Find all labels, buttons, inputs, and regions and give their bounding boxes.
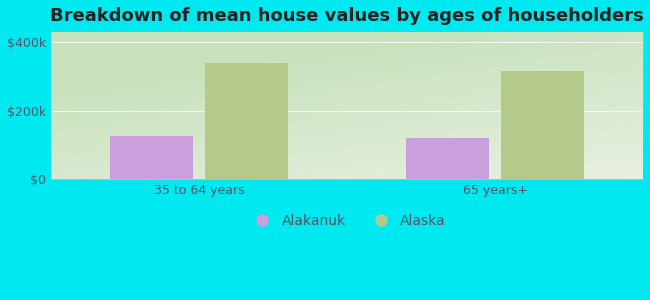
Bar bbox=[406, 138, 489, 179]
Bar bbox=[501, 71, 584, 179]
Legend: Alakanuk, Alaska: Alakanuk, Alaska bbox=[243, 208, 451, 234]
Bar bbox=[205, 63, 288, 179]
Bar bbox=[110, 136, 193, 179]
Title: Breakdown of mean house values by ages of householders: Breakdown of mean house values by ages o… bbox=[50, 7, 644, 25]
